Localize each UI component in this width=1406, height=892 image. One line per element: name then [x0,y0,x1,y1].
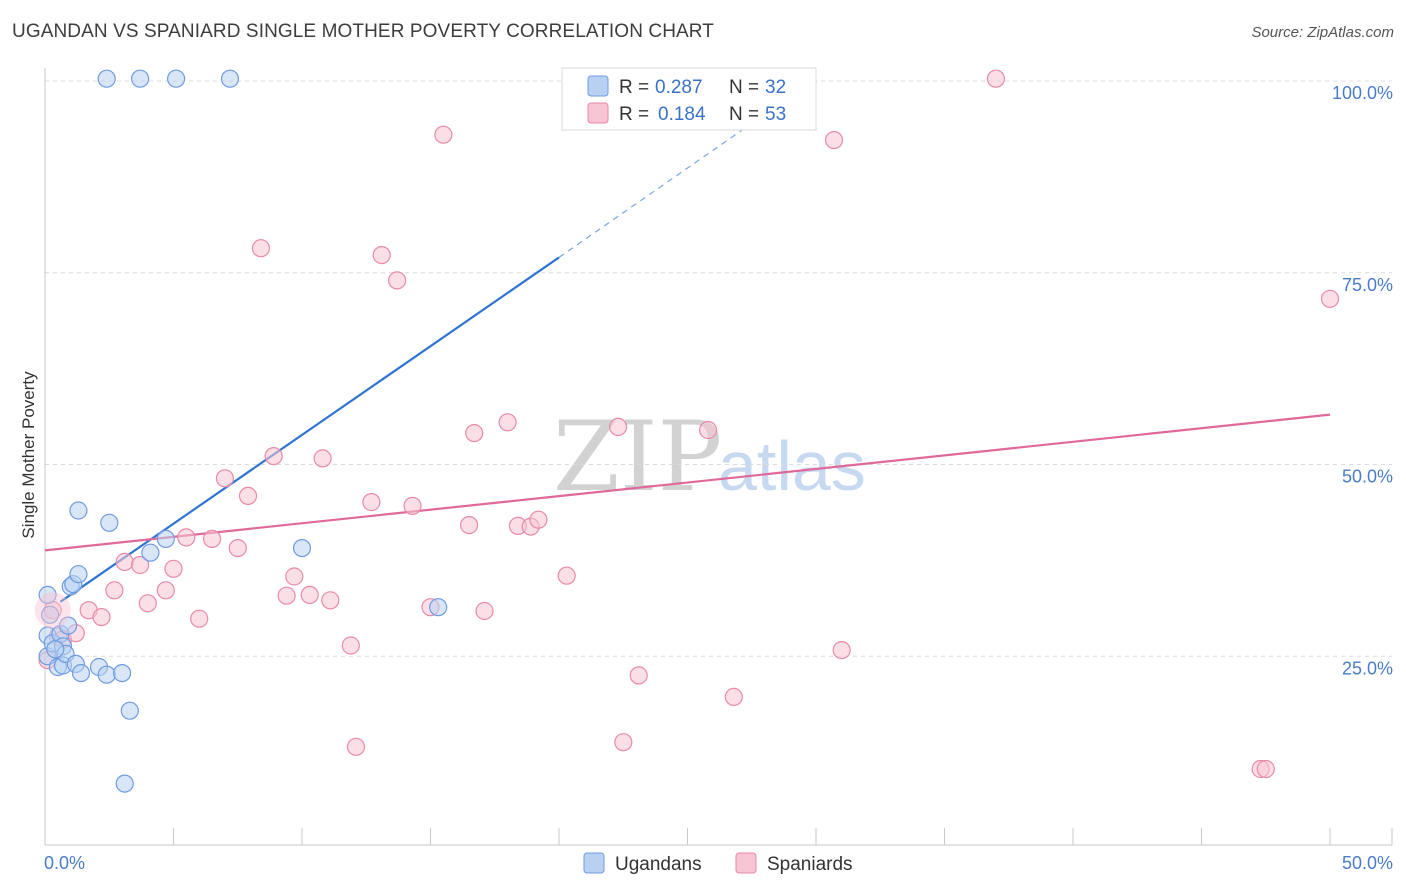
ugandan-point [131,69,150,88]
data-points [34,69,1340,793]
legend-n-label-spaniards: N = [729,104,759,125]
bottom-legend-ugandans: Ugandans [615,854,702,875]
x-tick-label: 50.0% [1342,853,1393,873]
spaniard-point [321,591,340,610]
ugandan-point [46,640,65,659]
spaniard-point [529,510,548,529]
ugandan-point [156,529,175,549]
ugandan-point [220,69,240,88]
ugandans-trend-extension [558,78,817,258]
legend-swatch-ugandans [587,75,609,97]
spaniard-point [362,493,381,512]
ugandans-trend-line [59,256,560,603]
spaniard-point [608,417,628,436]
ugandan-point [100,513,119,532]
spaniard-point [388,271,407,290]
spaniard-point [557,566,576,585]
spaniard-point [341,636,360,655]
y-tick-label: 50.0% [1342,467,1393,487]
ugandan-point [167,69,186,88]
legend-n-value-ugandans: 32 [765,77,786,98]
spaniard-point [92,607,111,627]
spaniard-point [138,594,157,613]
y-axis-label: Single Mother Poverty [19,371,38,539]
correlation-legend: R = 0.287 N = 32 R = 0.184 N = 53 [561,67,817,131]
spaniard-point [724,687,743,707]
series-legend: Ugandans Spaniards [583,852,853,875]
spaniard-point [460,515,479,535]
spaniard-point [614,733,633,752]
spaniard-point [824,131,844,150]
trend-lines [44,78,1331,603]
spaniards-trend-line [44,413,1331,552]
watermark-zip: ZIP [553,401,722,513]
spaniard-point [264,447,283,466]
spaniard-point [115,552,134,572]
ugandan-point [71,663,91,683]
legend-r-label-spaniards: R = [619,104,649,125]
ugandan-point [141,543,160,562]
spaniard-point [105,581,124,600]
gridlines [45,80,1392,657]
ugandan-point [58,616,78,635]
spaniard-cluster-bubble [34,592,71,629]
spaniard-point [215,469,234,488]
spaniard-point [164,559,183,578]
spaniard-point [475,601,494,621]
spaniard-point [434,125,453,144]
spaniard-point [251,239,270,258]
spaniard-point [832,640,851,660]
spaniard-point [277,586,296,605]
spaniard-point [190,609,209,628]
spaniard-point [498,413,517,432]
spaniard-point [629,666,648,685]
ugandan-point [97,69,116,88]
x-tick-label: 0.0% [44,853,85,873]
spaniard-point [372,246,391,265]
spaniard-point [156,581,175,600]
spaniard-point [403,496,422,515]
spaniard-point [465,424,484,443]
ugandan-point [112,663,132,683]
ugandan-point [120,701,139,720]
ugandan-point [69,565,88,584]
y-tick-label: 25.0% [1342,658,1393,678]
spaniard-point [203,529,222,549]
ugandan-point [429,598,448,617]
legend-swatch-spaniards [587,102,609,124]
legend-r-label-ugandans: R = [619,77,649,98]
spaniard-point [1256,759,1275,779]
tick-labels: 25.0% 50.0% 75.0% 100.0% 0.0% 50.0% [44,83,1393,873]
spaniard-point [313,449,332,468]
bottom-legend-spaniards: Spaniards [767,854,853,875]
bottom-legend-swatch-ugandans [583,852,605,874]
bottom-legend-swatch-spaniards [735,852,757,874]
legend-r-value-spaniards: 0.184 [658,104,706,125]
spaniard-point [300,585,319,605]
ugandan-point [292,538,312,558]
spaniard-point [346,737,366,756]
spaniard-point [698,420,718,440]
spaniard-point [285,567,304,586]
chart-title: UGANDAN VS SPANIARD SINGLE MOTHER POVERT… [12,21,714,42]
ugandan-point [97,665,116,684]
legend-n-value-spaniards: 53 [765,104,786,125]
ugandan-point [115,774,134,793]
ugandan-point [38,585,57,605]
spaniard-point [177,528,196,547]
source-credit: Source: ZipAtlas.com [1251,24,1394,41]
spaniard-point [238,486,258,505]
spaniard-point [1320,289,1340,308]
axes [44,68,1393,846]
y-tick-label: 100.0% [1332,83,1393,103]
spaniard-point [986,69,1006,88]
legend-r-value-ugandans: 0.287 [655,77,703,98]
ugandan-point [69,501,88,520]
spaniard-point [228,538,247,558]
ugandan-point [40,605,60,624]
legend-n-label-ugandans: N = [729,77,759,98]
spaniard-point [131,555,150,575]
y-tick-label: 75.0% [1342,275,1393,295]
